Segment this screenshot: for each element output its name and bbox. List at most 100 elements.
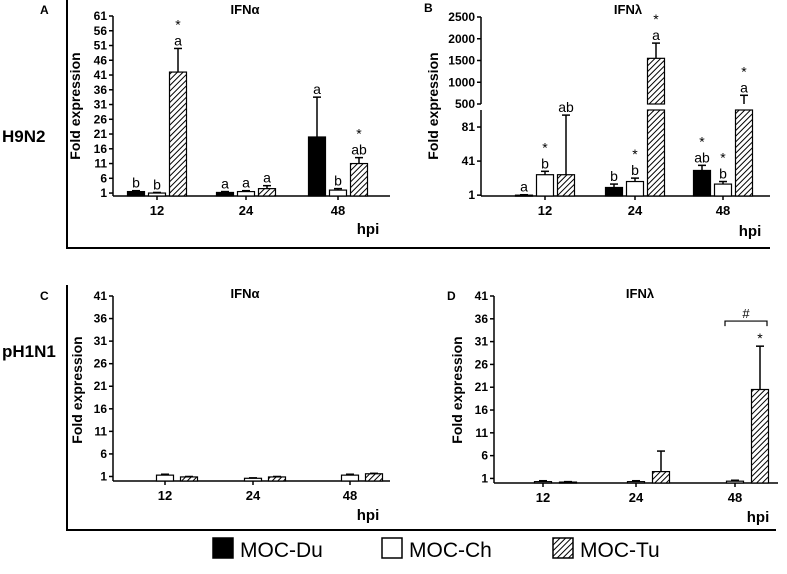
bar-moc-tu-12 — [179, 476, 199, 482]
row-label-h9n2: H9N2 — [2, 127, 45, 146]
y-tick-label: 41 — [94, 289, 108, 303]
legend-label: MOC-Ch — [409, 539, 492, 562]
y-tick-label: 31 — [94, 334, 108, 348]
bar-moc-ch-48 — [340, 474, 360, 482]
y-tick-label: 21 — [94, 127, 108, 141]
panel-letter: C — [40, 289, 49, 303]
y-tick-label: 26 — [475, 357, 489, 371]
bar-moc-tu-24 — [257, 188, 277, 197]
group-letter: a — [652, 27, 660, 43]
significance-star: * — [653, 11, 659, 27]
y-tick-label: 2000 — [448, 32, 475, 46]
significance-star: * — [542, 139, 548, 155]
y-tick-label: 61 — [94, 9, 108, 23]
y-tick-label: 16 — [94, 142, 108, 156]
x-axis-label: hpi — [747, 509, 770, 526]
bar-moc-ch-24 — [243, 477, 263, 482]
bar-moc-ch-24 — [625, 180, 645, 197]
y-tick-label: 21 — [475, 380, 489, 394]
group-letter: b — [132, 175, 140, 191]
y-tick-label: 1 — [100, 186, 107, 200]
bar-moc-du-48 — [307, 136, 327, 197]
x-axis-label: hpi — [357, 507, 380, 524]
panel-letter: D — [447, 289, 456, 303]
significance-star: * — [356, 126, 362, 142]
panel-title: IFNα — [231, 286, 260, 301]
y-tick-label: 500 — [455, 97, 475, 111]
bar-moc-tu-24 — [651, 470, 671, 484]
x-tick-label: 24 — [239, 203, 254, 218]
bar-moc-tu-48-lower — [734, 109, 754, 197]
legend-swatch — [381, 537, 403, 559]
panel-letter: A — [40, 3, 49, 17]
bracket-label: # — [742, 306, 750, 321]
bar-moc-ch-24 — [626, 481, 646, 484]
y-axis-label: Fold expression — [449, 336, 465, 443]
legend-item-moc-tu: MOC-Tu — [552, 537, 660, 562]
panel-title: IFNλ — [626, 286, 655, 301]
significance-star: * — [720, 150, 726, 166]
bar-moc-tu-48 — [750, 388, 770, 484]
y-axis-label: Fold expression — [425, 52, 441, 159]
y-tick-label: 1500 — [448, 54, 475, 68]
y-tick-label: 1 — [468, 188, 475, 202]
y-tick-label: 6 — [481, 449, 488, 463]
x-tick-label: 48 — [331, 203, 345, 218]
x-tick-label: 24 — [628, 203, 643, 218]
panel-letter: B — [424, 1, 433, 15]
bar-moc-du-24 — [215, 191, 235, 197]
legend-swatch — [212, 537, 234, 559]
group-letter: b — [610, 168, 618, 184]
significance-star: * — [175, 16, 181, 32]
legend: MOC-Du MOC-Ch MOC-Tu — [212, 537, 660, 562]
group-letter: a — [242, 175, 250, 191]
bar-moc-tu-24-upper — [646, 57, 666, 105]
bar-moc-du-48 — [692, 169, 712, 197]
bar-moc-ch-12 — [155, 474, 175, 482]
y-axis-label: Fold expression — [69, 336, 85, 443]
significance-star: * — [741, 63, 747, 79]
bar-moc-du-12 — [126, 190, 146, 197]
group-letter: a — [221, 176, 229, 192]
group-letter: ab — [694, 149, 710, 165]
y-tick-label: 2500 — [448, 10, 475, 24]
y-tick-label: 1 — [100, 469, 107, 483]
x-tick-label: 12 — [536, 490, 550, 505]
y-tick-label: 36 — [94, 83, 108, 97]
x-tick-label: 12 — [158, 488, 172, 503]
bar-moc-tu-12 — [168, 71, 188, 197]
y-tick-label: 41 — [462, 154, 476, 168]
significance-star: * — [699, 133, 705, 149]
x-tick-label: 12 — [150, 203, 164, 218]
y-tick-label: 6 — [100, 171, 107, 185]
y-tick-label: 31 — [475, 335, 489, 349]
row-label-ph1n1: pH1N1 — [2, 342, 56, 361]
bar-moc-tu-24-lower — [646, 109, 666, 197]
y-tick-label: 41 — [94, 68, 108, 82]
y-tick-label: 81 — [462, 120, 476, 134]
y-tick-label: 21 — [94, 379, 108, 393]
bar-moc-ch-24 — [236, 190, 256, 197]
bar-moc-tu-48 — [349, 162, 369, 197]
group-letter: ab — [351, 142, 367, 158]
bar-moc-tu-12 — [556, 174, 576, 197]
x-tick-label: 12 — [538, 203, 552, 218]
x-tick-label: 24 — [246, 488, 261, 503]
bar-moc-ch-12 — [535, 174, 555, 197]
significance-star: * — [757, 330, 763, 346]
y-tick-label: 56 — [94, 24, 108, 38]
bar-moc-tu-48 — [364, 473, 384, 482]
bar-moc-ch-12 — [533, 481, 553, 484]
group-letter: b — [334, 173, 342, 189]
y-tick-label: 51 — [94, 39, 108, 53]
y-tick-label: 26 — [94, 112, 108, 126]
x-axis-label: hpi — [357, 221, 380, 238]
y-tick-label: 36 — [475, 312, 489, 326]
legend-item-moc-ch: MOC-Ch — [381, 537, 492, 562]
y-tick-label: 11 — [94, 157, 107, 171]
panel-title: IFNλ — [614, 2, 643, 17]
group-letter: a — [174, 32, 182, 48]
